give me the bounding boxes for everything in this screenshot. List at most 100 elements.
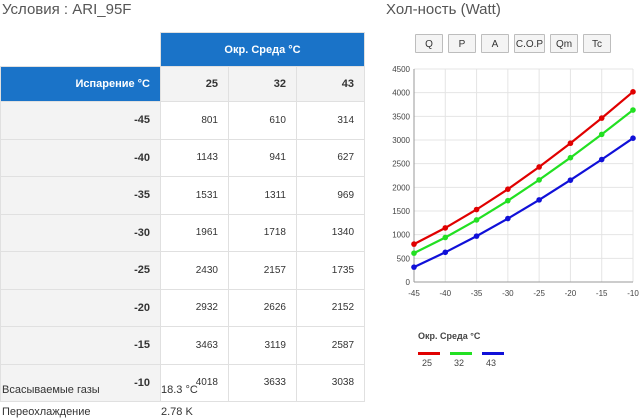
- capacity-value-cell: 3038: [295, 363, 366, 402]
- capacity-value-cell: 2932: [160, 288, 229, 327]
- p-button[interactable]: P: [448, 34, 476, 53]
- legend-label: 32: [454, 358, 465, 368]
- suction-gas-label: Всасываемые газы: [2, 384, 100, 396]
- capacity-value-cell: 3119: [228, 326, 297, 365]
- y-tick-label: 3000: [392, 136, 410, 145]
- data-point: [630, 135, 636, 142]
- legend-item[interactable]: 32: [450, 350, 474, 370]
- x-tick-label: -25: [533, 289, 545, 298]
- legend-label: 25: [422, 358, 433, 368]
- table-corner: [0, 32, 161, 67]
- x-tick-label: -20: [565, 289, 577, 298]
- capacity-value-cell: 2587: [295, 326, 366, 365]
- data-point: [411, 264, 417, 270]
- evaporation-temp-cell: -35: [0, 176, 161, 215]
- data-point: [505, 197, 511, 204]
- capacity-value-cell: 2430: [160, 251, 229, 290]
- legend-swatch: [450, 352, 472, 355]
- y-tick-label: 2000: [392, 183, 410, 192]
- capacity-value-cell: 627: [295, 138, 366, 177]
- data-point: [598, 156, 605, 163]
- capacity-value-cell: 1735: [295, 251, 366, 290]
- y-tick-label: 3500: [392, 112, 410, 121]
- capacity-value-cell: 314: [295, 101, 366, 140]
- data-point: [536, 177, 542, 183]
- y-tick-label: 500: [397, 254, 411, 263]
- capacity-value-cell: 610: [228, 101, 297, 140]
- y-tick-label: 2500: [392, 160, 410, 169]
- capacity-value-cell: 1143: [160, 138, 229, 177]
- evaporation-temp-cell: -15: [0, 326, 161, 365]
- y-tick-label: 4500: [392, 65, 410, 74]
- cop-button[interactable]: C.O.P: [514, 34, 545, 53]
- data-point: [505, 215, 511, 222]
- x-tick-label: -15: [596, 289, 608, 298]
- series-line: [413, 137, 634, 269]
- data-point: [505, 186, 511, 192]
- qm-button[interactable]: Qm: [550, 34, 578, 53]
- capacity-chart-title: Хол-ность (Watt): [386, 1, 501, 18]
- table-row: -15 3463 3119 2587: [0, 326, 366, 365]
- evaporation-temp-header: Испарение °C: [0, 66, 161, 102]
- data-point: [411, 241, 417, 247]
- capacity-value-cell: 3463: [160, 326, 229, 365]
- tc-button[interactable]: Tc: [583, 34, 611, 53]
- subcooling-label: Переохлаждение: [2, 406, 91, 418]
- q-button[interactable]: Q: [415, 34, 443, 53]
- data-point: [598, 115, 605, 121]
- a-button[interactable]: A: [481, 34, 509, 53]
- column-header: 32: [228, 66, 297, 102]
- ambient-temp-header: Окр. Среда °C: [159, 32, 366, 67]
- data-point: [598, 131, 605, 138]
- capacity-value-cell: 1311: [228, 176, 297, 215]
- column-header: 25: [160, 66, 229, 102]
- capacity-value-cell: 1961: [160, 213, 229, 252]
- data-point: [630, 89, 636, 95]
- table-row: -25 2430 2157 1735: [0, 251, 366, 290]
- evaporation-temp-cell: -25: [0, 251, 161, 290]
- table-row: -30 1961 1718 1340: [0, 213, 366, 252]
- data-point: [473, 217, 480, 223]
- evaporation-temp-cell: -20: [0, 288, 161, 327]
- evaporation-temp-cell: -40: [0, 138, 161, 177]
- x-tick-label: -30: [502, 289, 514, 298]
- data-point: [567, 177, 574, 183]
- capacity-value-cell: 941: [228, 138, 297, 177]
- y-tick-label: 1500: [392, 207, 410, 216]
- capacity-value-cell: 1718: [228, 213, 297, 252]
- legend-item[interactable]: 25: [418, 350, 442, 370]
- column-header: 43: [295, 66, 366, 102]
- suction-gas-value: 18.3 °C: [161, 384, 198, 396]
- capacity-line-chart: 0 500 1000 1500 2000 2500 3000 3500 4000 4500 -45 -…: [392, 65, 639, 298]
- legend-swatch: [418, 352, 440, 355]
- capacity-value-cell: 969: [295, 176, 366, 215]
- capacity-value-cell: 1531: [160, 176, 229, 215]
- table-row: -10 4018 3633 3038: [0, 363, 366, 402]
- data-point: [473, 206, 480, 213]
- capacity-value-cell: 801: [160, 101, 229, 140]
- legend-label: 43: [486, 358, 497, 368]
- x-tick-label: -35: [471, 289, 483, 298]
- data-point: [442, 249, 449, 256]
- capacity-value-cell: 2157: [228, 251, 297, 290]
- legend-swatch: [482, 352, 504, 355]
- series-line: [413, 90, 634, 246]
- legend-item[interactable]: 43: [482, 350, 506, 370]
- table-row: -45 801 610 314: [0, 101, 366, 140]
- evaporation-temp-cell: -45: [0, 101, 161, 140]
- data-point: [536, 164, 542, 170]
- legend-title: Окр. Среда °C: [418, 331, 481, 341]
- y-tick-label: 0: [406, 278, 411, 287]
- table-row: -35 1531 1311 969: [0, 176, 366, 215]
- evaporation-temp-cell: -30: [0, 213, 161, 252]
- data-point: [411, 250, 417, 256]
- capacity-value-cell: 2626: [228, 288, 297, 327]
- subcooling-value: 2.78 K: [161, 406, 193, 418]
- evaporation-temp-cell: -10: [0, 363, 161, 402]
- data-point: [567, 154, 574, 161]
- x-tick-label: -10: [627, 289, 639, 298]
- data-point: [536, 197, 542, 203]
- table-row: -40 1143 941 627: [0, 138, 366, 177]
- data-point: [442, 234, 449, 241]
- data-point: [630, 107, 636, 113]
